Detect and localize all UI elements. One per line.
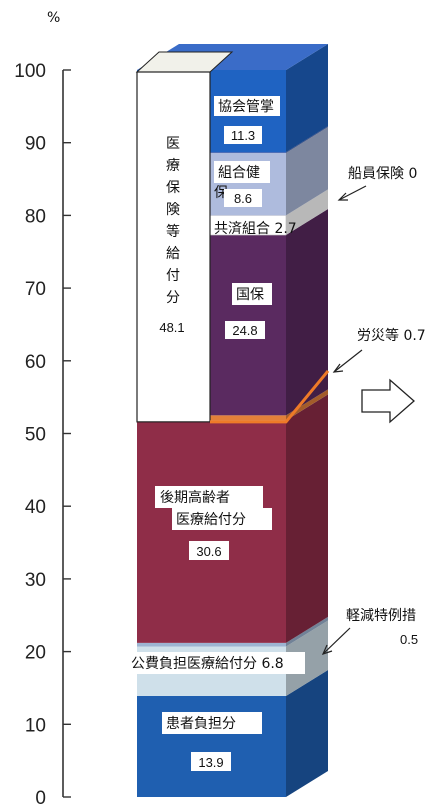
bar-segment-side xyxy=(286,126,328,216)
y-axis-unit: % xyxy=(47,10,60,26)
bar-segment xyxy=(137,126,328,153)
bracket-label-char: 保 xyxy=(166,180,180,196)
rousai-label: 労災等 0.7 xyxy=(357,327,426,344)
bar-segment-side xyxy=(286,44,328,153)
kouki-label-box-2 xyxy=(172,508,272,530)
kouki-label-line1: 後期高齢者 xyxy=(160,489,230,506)
y-tick-label: 20 xyxy=(25,643,46,664)
kyokai-label: 協会管掌 xyxy=(218,99,274,115)
bar-segment-front xyxy=(137,415,286,421)
bar-segment-side xyxy=(286,209,328,416)
kouki-value: 30.6 xyxy=(196,544,221,559)
bar-segment-side xyxy=(286,389,328,421)
y-tick-label: 90 xyxy=(25,134,46,155)
bar-segment xyxy=(137,389,328,421)
kokuho-value-box xyxy=(225,321,265,339)
bracket-value: 48.1 xyxy=(159,320,184,335)
bar-segment-side xyxy=(286,189,328,236)
y-axis: % 0 10 20 30 40 50 60 70 80 90 100 xyxy=(14,10,71,809)
kouki-value-box xyxy=(189,541,229,560)
kumiai-label: 組合健 xyxy=(218,165,260,181)
kouhi-label: 公費負担医療給付分 6.8 xyxy=(131,655,284,672)
y-tick-label: 100 xyxy=(14,61,46,82)
bar-segment-front xyxy=(137,642,286,647)
callouts: 船員保険 0 労災等 0.7 軽減特例措 0.5 xyxy=(321,166,426,655)
kyosai-label: 共済組合 2.7 xyxy=(214,221,297,237)
bracket-label-char: 医 xyxy=(166,136,180,152)
bar-segment-front xyxy=(137,695,286,797)
senin-arrow-line xyxy=(338,185,367,201)
keigen-label: 軽減特例措 xyxy=(346,607,416,624)
senin-label: 船員保険 0 xyxy=(348,166,417,182)
y-tick-label: 70 xyxy=(25,279,46,300)
kouhi-label-box xyxy=(127,652,305,674)
bar-segment-front xyxy=(137,420,286,643)
bracket-label-char: 給 xyxy=(166,246,180,262)
kanja-value: 13.9 xyxy=(198,755,223,770)
y-tick-label: 50 xyxy=(25,425,46,446)
bracket-label-char: 分 xyxy=(166,290,180,306)
bracket-box xyxy=(136,71,211,423)
kyokai-value: 11.3 xyxy=(231,128,255,143)
kumiai-value: 8.6 xyxy=(234,191,252,206)
right-arrow-icon xyxy=(361,378,415,424)
y-tick-label: 30 xyxy=(25,570,46,591)
keigen-arrow-line xyxy=(322,627,351,655)
kumiai-label-box xyxy=(214,161,270,183)
keigen-arrow-head xyxy=(321,644,333,655)
y-tick-label: 40 xyxy=(25,497,46,518)
bar-segment-front xyxy=(137,152,286,153)
bracket-label-char: 険 xyxy=(166,202,180,218)
bar-segment xyxy=(137,394,328,643)
senin-arrow-head xyxy=(337,192,348,201)
y-tick-label: 80 xyxy=(25,206,46,227)
kanja-label: 患者負担分 xyxy=(166,716,236,732)
kouki-label-box-1 xyxy=(155,486,263,508)
y-tick-label: 0 xyxy=(35,788,46,809)
stacked-bar xyxy=(135,44,330,797)
kouki-label-line2: 医療給付分 xyxy=(176,511,246,528)
bracket-label-char: 付 xyxy=(166,268,180,284)
kumiai-value-box xyxy=(224,189,262,207)
kokuho-value: 24.8 xyxy=(232,323,257,338)
kokuho-label-box xyxy=(232,283,272,305)
bracket-label-char: 療 xyxy=(166,157,180,174)
kokuho-label: 国保 xyxy=(236,287,264,303)
keigen-value: 0.5 xyxy=(400,632,418,647)
y-tick-label: 60 xyxy=(25,352,46,373)
bar-segment-side xyxy=(286,620,328,696)
y-tick-label: 10 xyxy=(25,715,46,736)
bar-segment-side xyxy=(286,669,328,797)
rousai-line xyxy=(210,370,330,424)
kanja-value-box xyxy=(191,752,231,771)
kanja-label-box xyxy=(162,712,262,734)
bar-segment xyxy=(137,616,328,647)
bracket-label-char: 等 xyxy=(166,223,180,240)
kyokai-label-box xyxy=(214,96,280,116)
kyokai-value-box xyxy=(224,126,262,144)
bar-segment-side xyxy=(286,616,328,647)
rousai-arrow-head xyxy=(332,363,344,373)
rousai-arrow-line xyxy=(333,349,363,373)
bar-segment-side xyxy=(286,126,328,153)
bar-segment-side xyxy=(286,394,328,643)
